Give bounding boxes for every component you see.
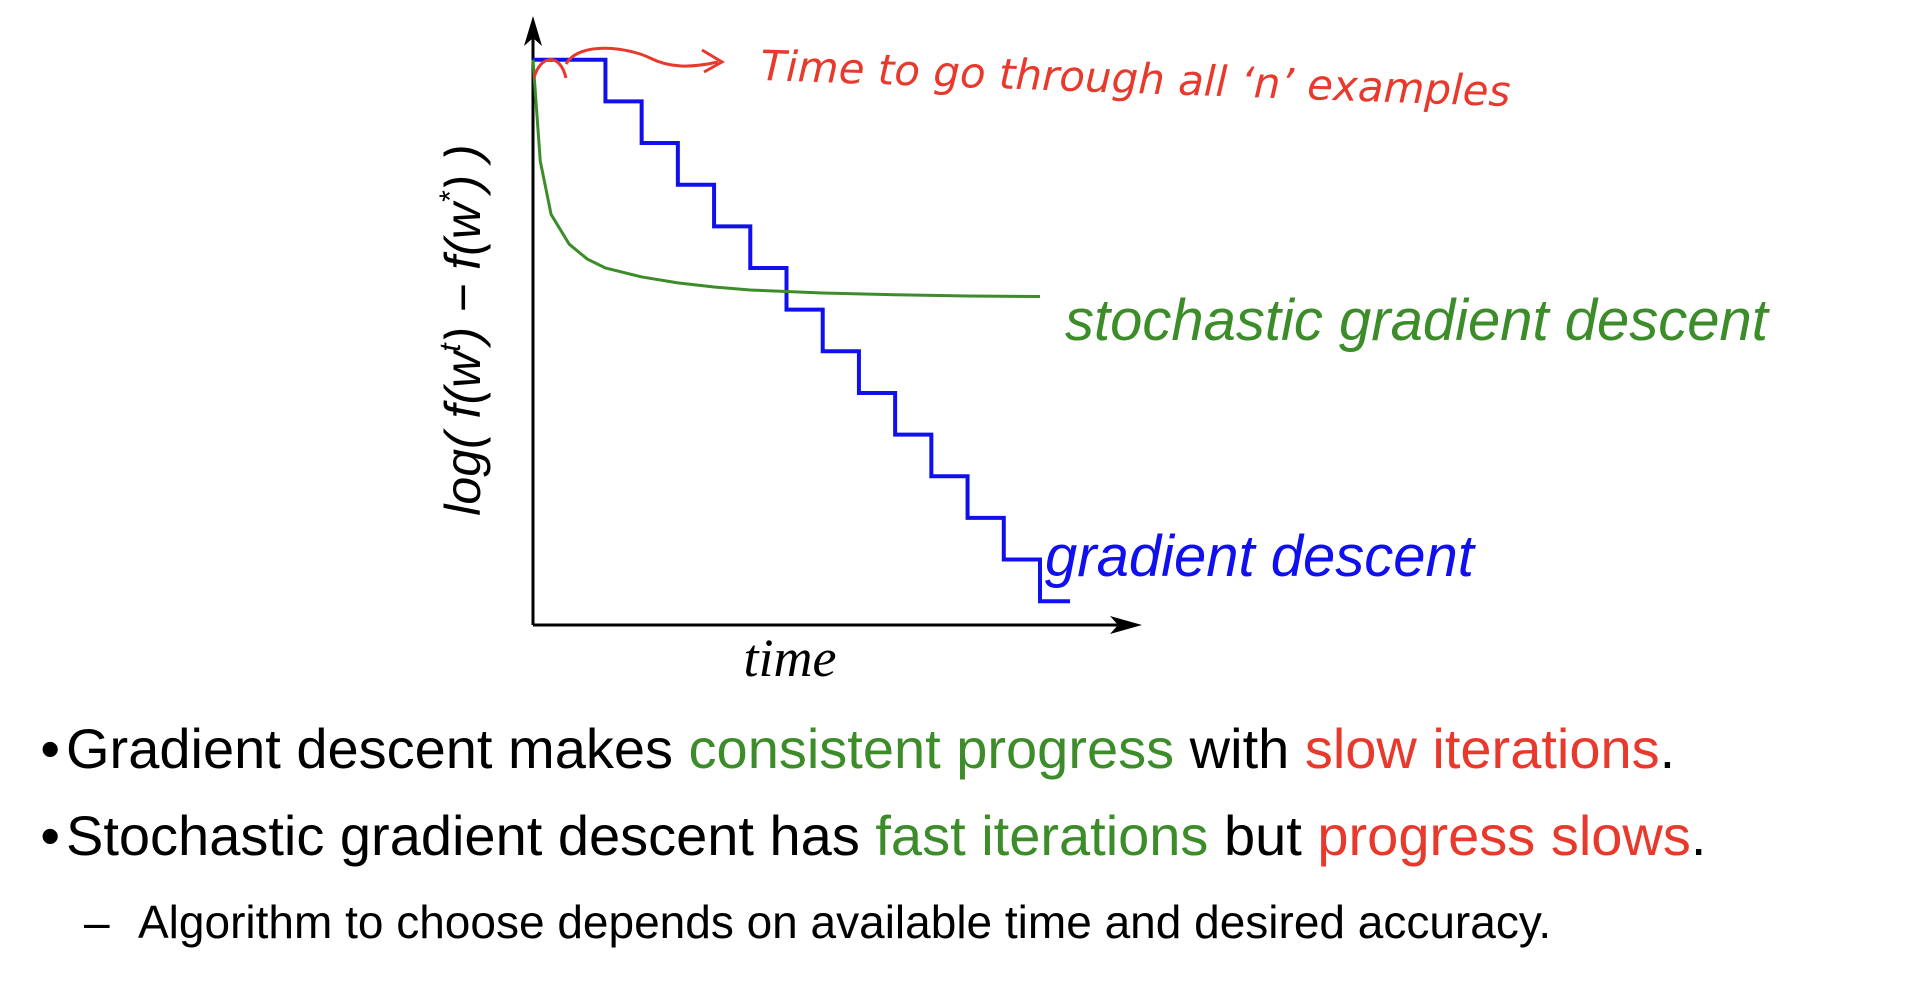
bullet-segment: with	[1174, 717, 1305, 780]
y-axis-label-middle: ) − f(w	[435, 200, 491, 348]
bullet-segment: but	[1208, 804, 1318, 867]
bullet-segment: .	[1690, 804, 1707, 867]
y-axis-label-sup-t: t	[434, 342, 467, 352]
y-axis-label-suffix: ) )	[435, 144, 491, 196]
series-line-gradient-descent	[533, 57, 1070, 604]
y-axis-arrow	[524, 16, 542, 46]
annotation-text: Time to go through all ‘n’ examples	[760, 41, 1512, 116]
bullet-text: Stochastic gradient descent has fast ite…	[66, 803, 1706, 869]
bullet-segment-highlight-green: consistent progress	[688, 717, 1175, 780]
x-axis-arrow	[1110, 616, 1142, 634]
bullet-segment-highlight-red: slow iterations	[1304, 717, 1660, 780]
sub-bullet-text: Algorithm to choose depends on available…	[138, 896, 1552, 948]
series-label-gradient-descent: gradient descent	[1045, 524, 1477, 589]
x-axis-label: time	[744, 628, 837, 688]
y-axis-label: log( f(wt) − f(w*) )	[434, 144, 491, 515]
bullet-segment: Stochastic gradient descent has	[66, 804, 876, 867]
chart: time log( f(wt) − f(w*) ) stochastic gra…	[434, 16, 1771, 688]
annotation-arrow	[564, 46, 719, 68]
y-axis-label-prefix: log( f(w	[435, 349, 491, 516]
bullet-segment-highlight-green: fast iterations	[875, 804, 1209, 867]
series-label-stochastic-gradient-descent: stochastic gradient descent	[1065, 288, 1771, 353]
annotation-arrowhead	[701, 48, 725, 74]
bullet-segment: Gradient descent makes	[66, 717, 689, 780]
bullet-text: Gradient descent makes consistent progre…	[66, 716, 1675, 782]
bullet-segment: .	[1659, 717, 1676, 780]
bullet-segment-highlight-red: progress slows	[1317, 804, 1691, 867]
sub-bullet-marker: –	[84, 896, 110, 948]
y-axis-label-sup-star: *	[434, 190, 467, 203]
chart-svg: time log( f(wt) − f(w*) ) stochastic gra…	[434, 16, 1771, 688]
bullet-list: • Gradient descent makes consistent prog…	[0, 700, 1910, 986]
series-line-stochastic-gradient-descent	[531, 59, 1041, 299]
bullet-marker: •	[40, 717, 60, 780]
bullet-marker: •	[40, 804, 60, 867]
annotation-bracket	[532, 58, 568, 79]
